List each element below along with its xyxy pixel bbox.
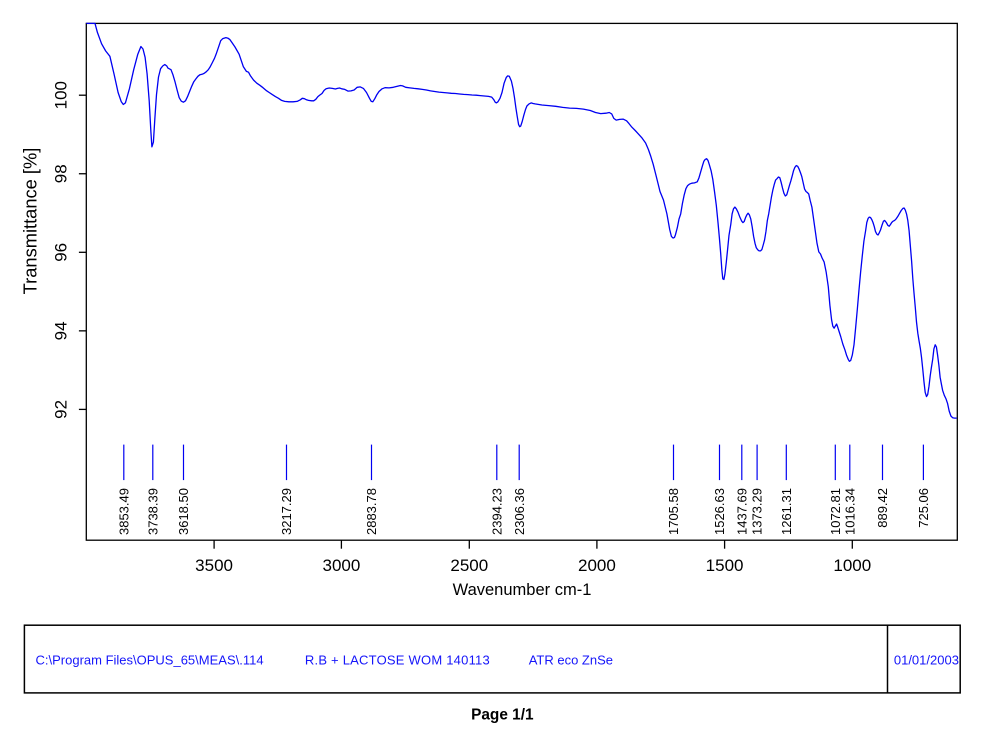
svg-text:94: 94 (51, 321, 70, 340)
svg-text:2306.36: 2306.36 (512, 488, 527, 535)
svg-text:100: 100 (51, 81, 70, 109)
svg-text:92: 92 (51, 400, 70, 419)
svg-text:Page 1/1: Page 1/1 (471, 707, 534, 724)
svg-text:1016.34: 1016.34 (842, 488, 857, 535)
svg-text:725.06: 725.06 (916, 488, 931, 528)
svg-text:2883.78: 2883.78 (364, 488, 379, 535)
svg-text:2000: 2000 (578, 556, 616, 575)
svg-text:1000: 1000 (833, 556, 871, 575)
svg-text:96: 96 (51, 243, 70, 262)
svg-text:1261.31: 1261.31 (779, 488, 794, 535)
svg-text:889.42: 889.42 (875, 488, 890, 528)
svg-text:1705.58: 1705.58 (666, 488, 681, 535)
svg-text:3738.39: 3738.39 (145, 488, 160, 535)
svg-text:Wavenumber cm-1: Wavenumber cm-1 (453, 581, 592, 599)
svg-text:1437.69: 1437.69 (734, 488, 749, 535)
svg-text:3853.49: 3853.49 (116, 488, 131, 535)
svg-text:1500: 1500 (706, 556, 744, 575)
svg-text:R.B + LACTOSE WOM 140113: R.B + LACTOSE WOM 140113 (305, 653, 490, 668)
svg-text:3000: 3000 (322, 556, 360, 575)
svg-text:Transmittance [%]: Transmittance [%] (20, 148, 41, 295)
svg-text:1072.81: 1072.81 (828, 488, 843, 535)
svg-text:1526.63: 1526.63 (712, 488, 727, 535)
svg-text:1373.29: 1373.29 (750, 488, 765, 535)
svg-text:2500: 2500 (450, 556, 488, 575)
svg-text:3618.50: 3618.50 (176, 488, 191, 535)
svg-text:C:\Program Files\OPUS_65\MEAS\: C:\Program Files\OPUS_65\MEAS\.114 (36, 653, 264, 668)
svg-text:3217.29: 3217.29 (279, 488, 294, 535)
svg-text:2394.23: 2394.23 (489, 488, 504, 535)
svg-text:98: 98 (51, 164, 70, 183)
svg-text:ATR eco ZnSe: ATR eco ZnSe (529, 653, 613, 668)
svg-text:01/01/2003: 01/01/2003 (894, 653, 959, 668)
svg-text:3500: 3500 (195, 556, 233, 575)
